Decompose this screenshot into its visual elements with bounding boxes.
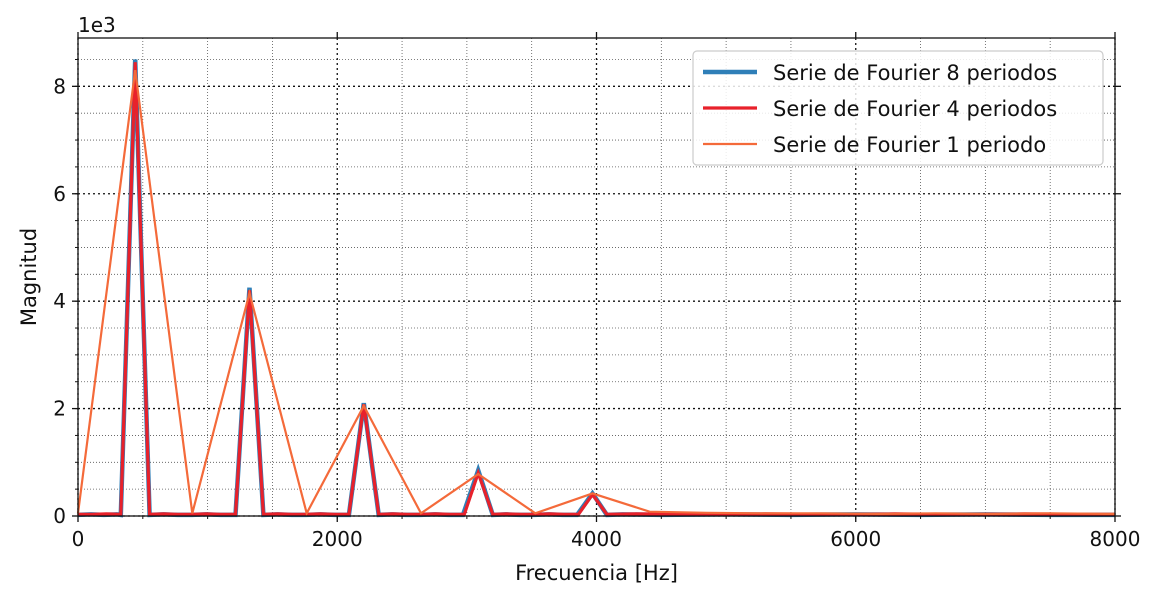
legend-box — [692, 50, 1104, 166]
x-tick-label: 0 — [72, 527, 85, 551]
y-tick-label: 0 — [53, 504, 66, 528]
series-line-3 — [76, 70, 1115, 517]
y-tick-label: 8 — [53, 74, 66, 98]
legend-label-2: Serie de Fourier 4 periodos — [773, 97, 1057, 121]
axis-ticks: 0 2000 4000 6000 8000 0 2 4 6 8 — [53, 32, 1140, 551]
y-scale-label: 1e3 — [78, 13, 116, 37]
x-tick-label: 8000 — [1090, 527, 1141, 551]
legend-label-1: Serie de Fourier 8 periodos — [773, 61, 1057, 85]
series-line-2 — [78, 62, 1115, 517]
y-tick-label: 6 — [53, 182, 66, 206]
legend: Serie de Fourier 8 periodos Serie de Four… — [692, 50, 1104, 166]
x-tick-label: 4000 — [571, 527, 622, 551]
series-layer — [76, 59, 1115, 518]
x-tick-label: 2000 — [312, 527, 363, 551]
x-axis-title: Frecuencia [Hz] — [515, 561, 678, 585]
y-axis-title: Magnitud — [17, 228, 41, 326]
y-tick-label: 2 — [53, 397, 66, 421]
x-tick-label: 6000 — [830, 527, 881, 551]
legend-label-3: Serie de Fourier 1 periodo — [773, 133, 1046, 157]
y-tick-label: 4 — [53, 289, 66, 313]
